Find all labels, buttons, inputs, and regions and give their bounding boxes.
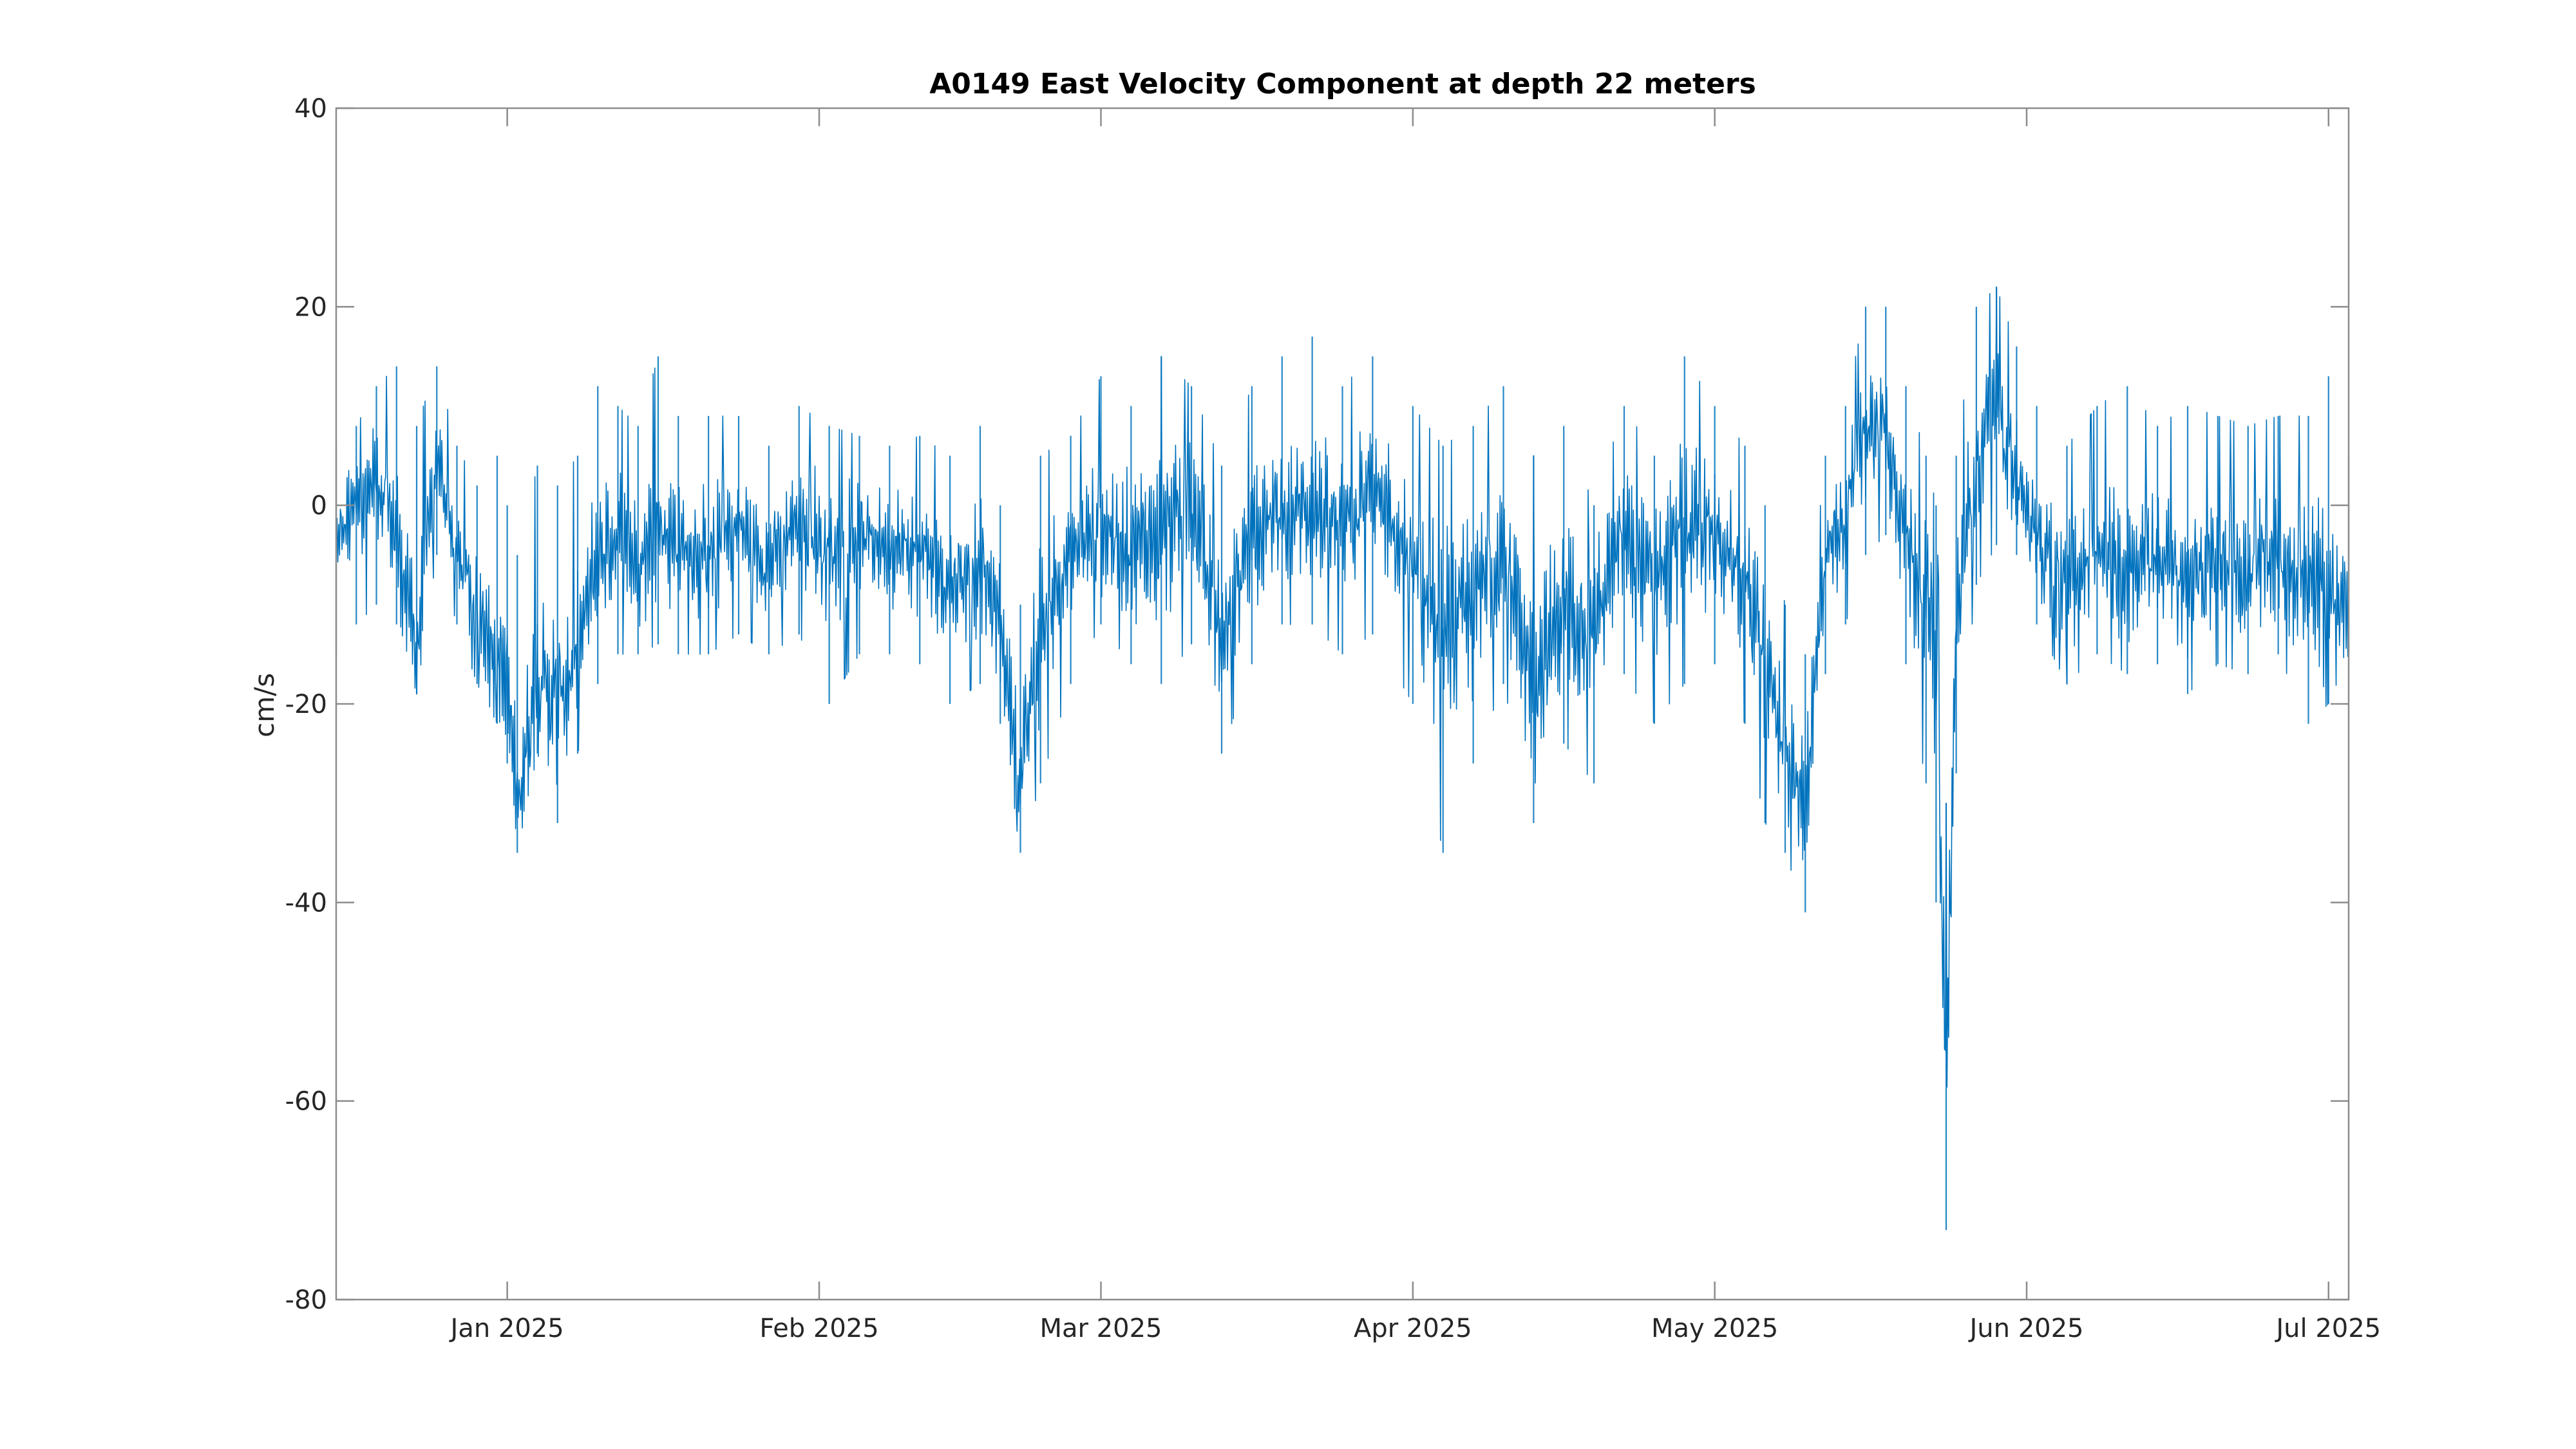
y-axis-ticks: 40 20 0 -20 -40 -60 -80: [285, 94, 2349, 1315]
y-tick-label: -60: [285, 1087, 327, 1117]
x-tick-label: Mar 2025: [1040, 1314, 1162, 1343]
y-tick-label: 20: [294, 292, 327, 322]
y-tick-label: 40: [294, 94, 327, 124]
y-tick-label: -80: [285, 1285, 327, 1315]
x-tick-label: Feb 2025: [759, 1314, 878, 1343]
x-tick-label: Jan 2025: [449, 1314, 564, 1343]
chart-title: A0149 East Velocity Component at depth 2…: [929, 68, 1756, 100]
y-axis-label: cm/s: [249, 673, 280, 737]
x-tick-label: Apr 2025: [1354, 1314, 1472, 1343]
x-tick-label: May 2025: [1651, 1314, 1778, 1343]
plot-frame: [335, 107, 2350, 1301]
y-tick-label: -20: [285, 690, 327, 719]
x-tick-label: Jul 2025: [2274, 1314, 2381, 1343]
x-axis-ticks: Jan 2025 Feb 2025 Mar 2025 Apr 2025 May 2025…: [449, 108, 2381, 1343]
plot-area: [335, 286, 2350, 1231]
x-tick-label: Jun 2025: [1967, 1314, 2083, 1343]
y-tick-label: -40: [285, 888, 327, 918]
y-tick-label: 0: [311, 491, 327, 521]
